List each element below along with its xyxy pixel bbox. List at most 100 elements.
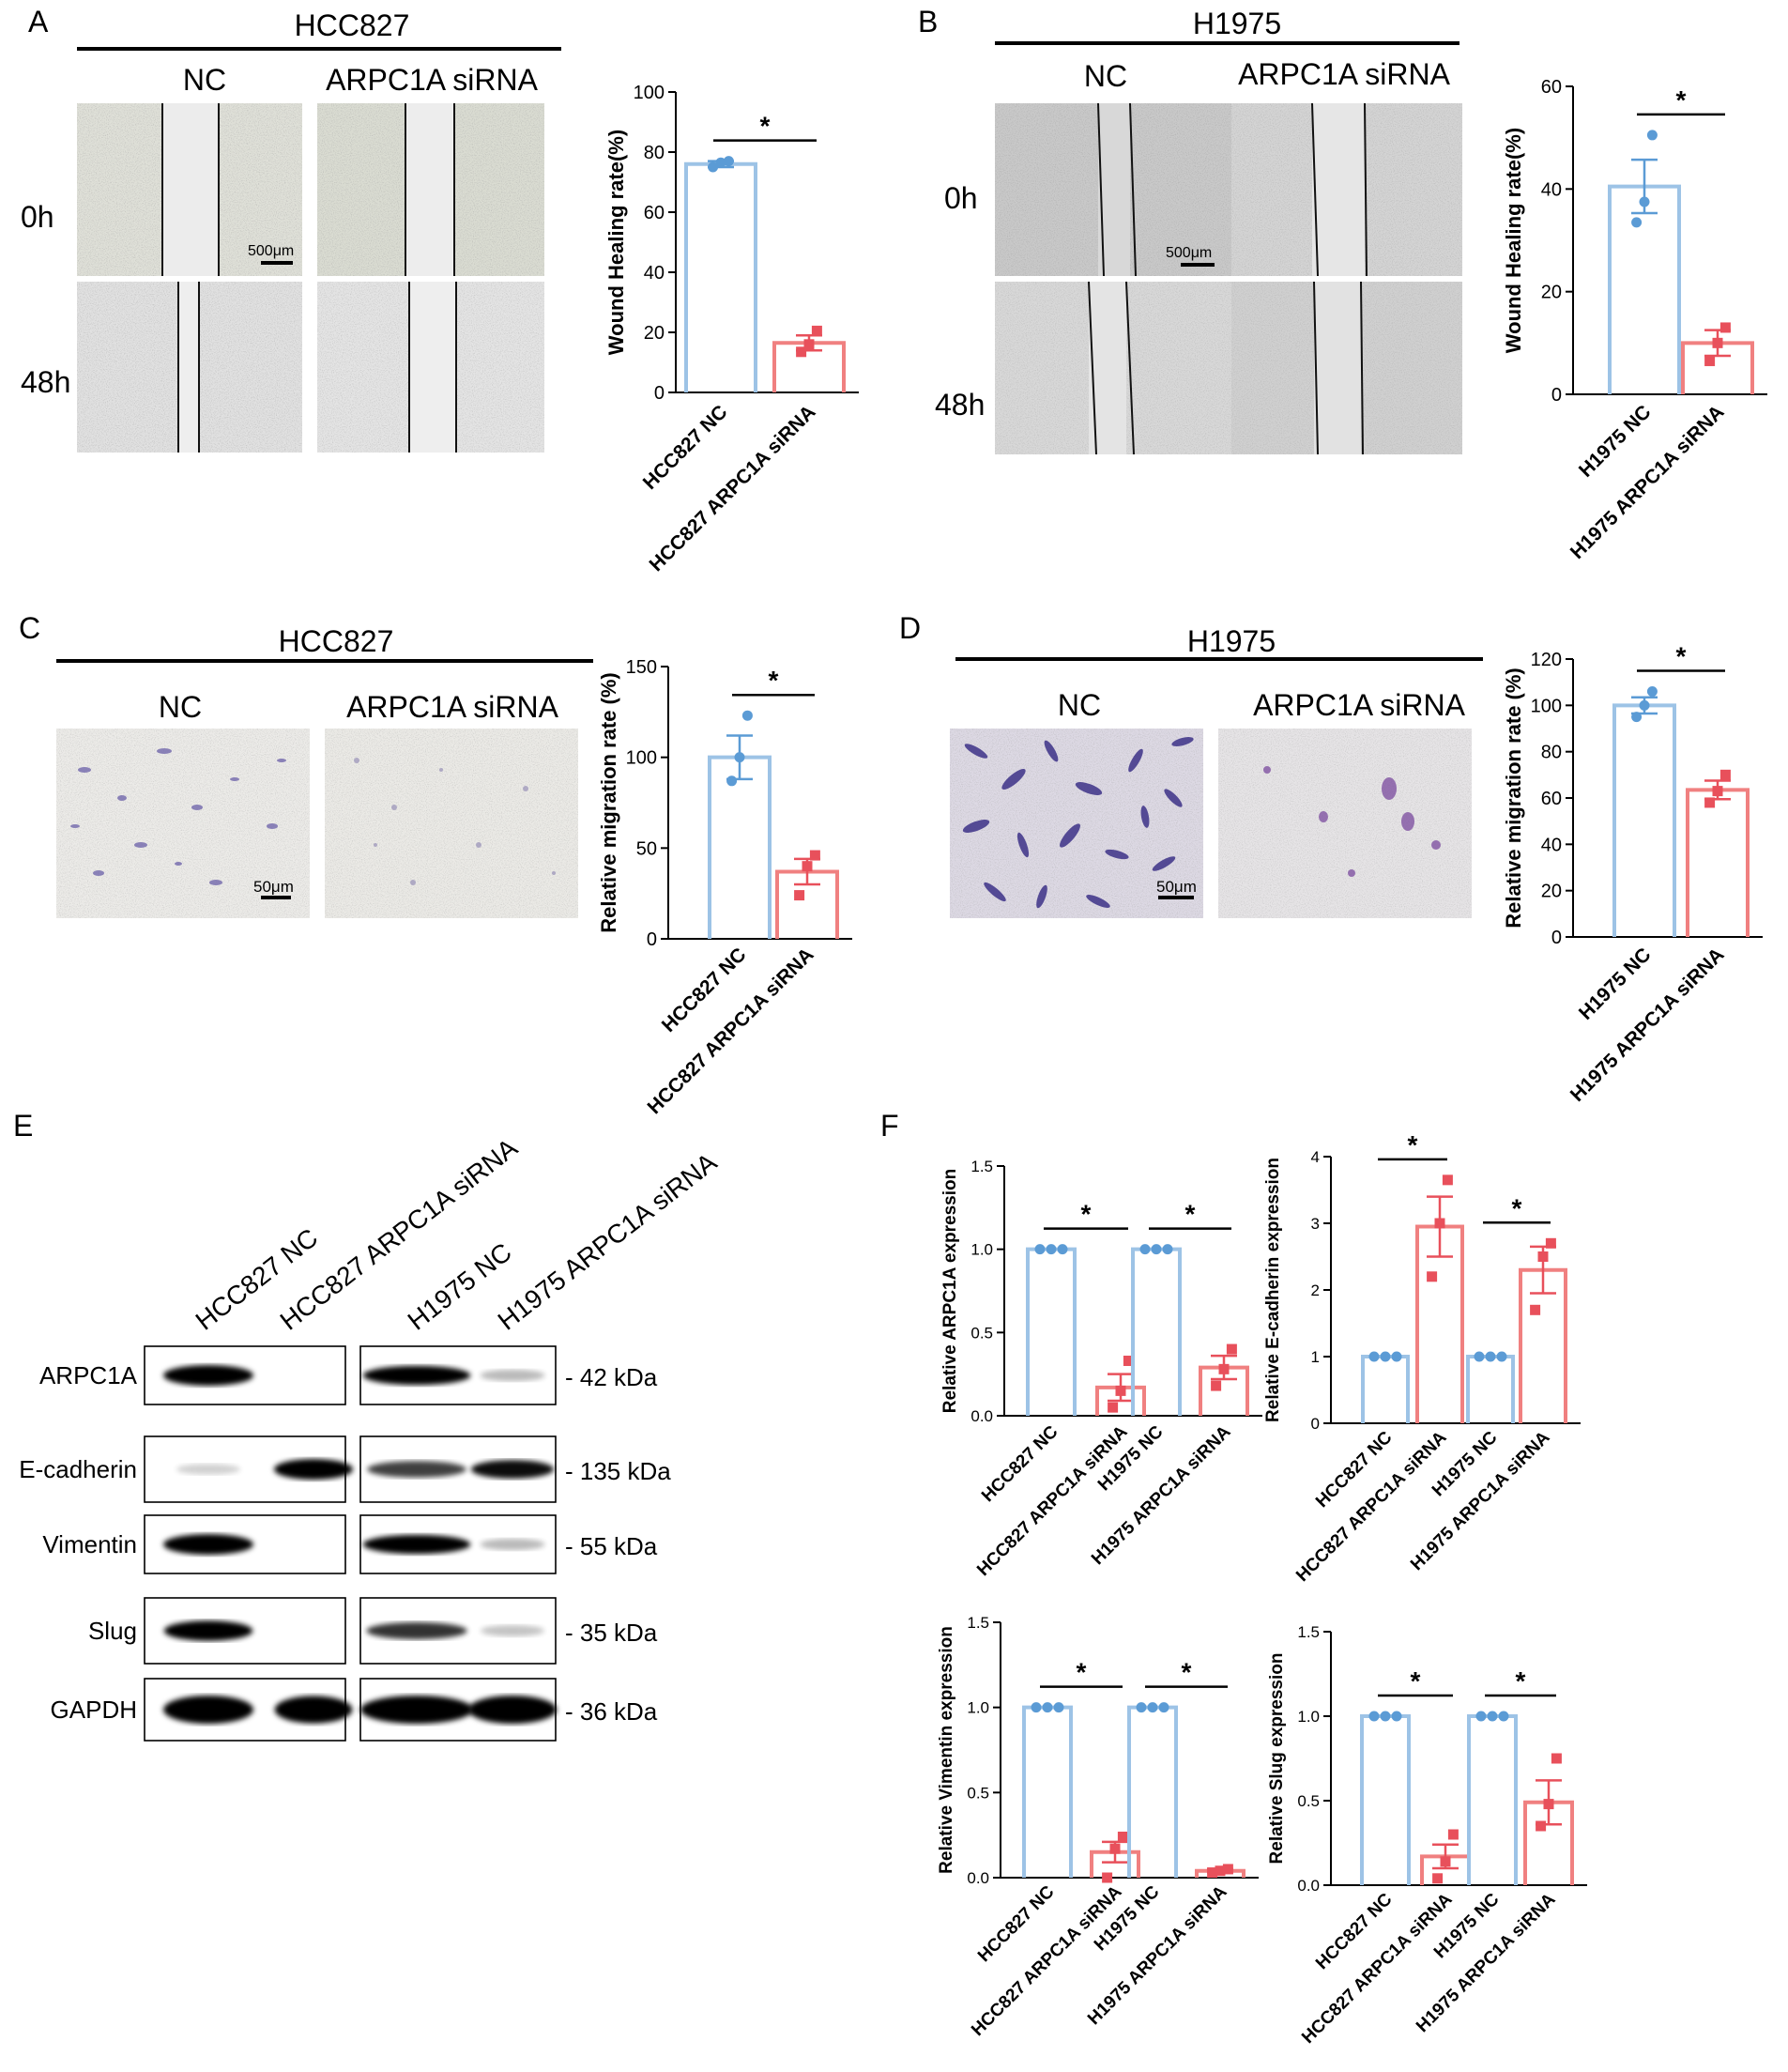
panel-letter-d: D xyxy=(899,611,921,645)
y-axis-label: Relative Vimentin expression xyxy=(937,1626,956,1874)
data-point xyxy=(803,339,815,350)
data-point xyxy=(1474,1351,1485,1362)
data-point xyxy=(1368,1351,1380,1362)
x-tick-label: H1975 NC xyxy=(1575,944,1656,1024)
data-point xyxy=(1712,786,1723,797)
data-point xyxy=(1042,1702,1053,1713)
data-point xyxy=(1530,1304,1541,1315)
data-point xyxy=(1226,1343,1237,1355)
panel-b-label-nc: NC xyxy=(1084,59,1127,93)
y-tick-label: 60 xyxy=(1541,77,1562,98)
y-tick-label: 1.0 xyxy=(970,1241,993,1259)
blot-size-label: - 135 kDa xyxy=(565,1457,671,1485)
wound-image xyxy=(995,281,1231,455)
panel-d-cell-line: H1975 xyxy=(1187,624,1276,658)
data-point xyxy=(1380,1351,1391,1362)
data-point xyxy=(794,890,805,901)
wound-image xyxy=(995,102,1231,277)
blot-band xyxy=(480,1369,545,1382)
panel-c-label-si: ARPC1A siRNA xyxy=(346,690,559,724)
data-point xyxy=(802,861,813,872)
data-point xyxy=(1440,1856,1451,1867)
y-tick-label: 1 xyxy=(1311,1348,1320,1366)
x-tick-label: H1975 ARPC1A siRNA xyxy=(1566,944,1729,1106)
blot-protein-label: Vimentin xyxy=(42,1530,137,1558)
panel-d-label-si: ARPC1A siRNA xyxy=(1253,688,1466,722)
y-tick-label: 0 xyxy=(647,929,657,950)
blot-protein-label: ARPC1A xyxy=(39,1361,138,1389)
data-point xyxy=(1034,1244,1046,1255)
panel-letter-b: B xyxy=(918,5,938,38)
y-tick-label: 0 xyxy=(654,383,665,404)
y-axis-label: Wound Healing rate(%) xyxy=(1502,128,1525,353)
blot-protein-label: GAPDH xyxy=(51,1696,137,1724)
x-tick-label: H1975 NC xyxy=(1575,401,1656,482)
data-point xyxy=(1719,769,1731,780)
y-tick-label: 150 xyxy=(626,657,657,678)
blot-band xyxy=(362,1365,471,1386)
y-tick-label: 20 xyxy=(644,323,665,344)
panel-b-micrographs: H1975 NC ARPC1A siRNA 0h 48h 500μm xyxy=(935,7,1462,455)
panel-c-cell-line: HCC827 xyxy=(279,624,394,658)
data-point xyxy=(708,161,719,173)
panel-letter-f: F xyxy=(880,1109,899,1143)
bar xyxy=(1361,1355,1410,1423)
x-tick-label: HCC827 NC xyxy=(639,401,732,494)
transwell-image xyxy=(950,729,1203,918)
y-tick-label: 0 xyxy=(1311,1415,1320,1433)
panel-a-label-48h: 48h xyxy=(21,365,70,399)
blot-band xyxy=(274,1696,353,1724)
significance-star: * xyxy=(1185,1200,1196,1229)
bar xyxy=(1608,184,1681,394)
data-point xyxy=(1102,1872,1113,1883)
panel-d-scale-bar: 50μm xyxy=(1156,878,1197,896)
blot-band xyxy=(366,1621,467,1640)
blot-protein-label: E-cadherin xyxy=(19,1455,137,1483)
y-tick-label: 1.5 xyxy=(1297,1623,1320,1641)
data-point xyxy=(1719,322,1731,333)
transwell-image xyxy=(1218,729,1472,918)
y-tick-label: 120 xyxy=(1531,650,1562,670)
data-point xyxy=(1475,1711,1487,1722)
data-point xyxy=(1215,1865,1226,1877)
y-axis-label: Relative E-cadherin expression xyxy=(1263,1158,1283,1422)
data-point xyxy=(1139,1244,1151,1255)
y-axis-label: Wound Healing rate(%) xyxy=(604,130,628,355)
data-point xyxy=(1432,1873,1444,1884)
blot-band xyxy=(362,1534,471,1555)
data-point xyxy=(1031,1702,1042,1713)
y-tick-label: 40 xyxy=(1541,179,1562,200)
significance-star: * xyxy=(1516,1666,1526,1696)
y-tick-label: 40 xyxy=(1541,835,1562,855)
data-point xyxy=(1046,1244,1057,1255)
data-point xyxy=(715,157,726,168)
panel-a-label-nc: NC xyxy=(183,63,226,97)
y-tick-label: 60 xyxy=(644,203,665,223)
data-point xyxy=(1109,1843,1121,1854)
wound-image xyxy=(77,282,302,453)
data-point xyxy=(1447,1829,1459,1840)
bar xyxy=(708,755,772,939)
panel-d-label-nc: NC xyxy=(1058,688,1101,722)
y-axis-label: Relative Slug expression xyxy=(1267,1653,1287,1865)
panel-b-scale-bar: 500μm xyxy=(1166,245,1212,261)
data-point xyxy=(741,710,753,721)
bar xyxy=(1467,1714,1518,1885)
data-point xyxy=(1158,1702,1169,1713)
data-point xyxy=(1496,1351,1507,1362)
data-point xyxy=(1434,1218,1445,1229)
panel-a-label-si: ARPC1A siRNA xyxy=(326,63,539,97)
data-point xyxy=(1108,1402,1119,1413)
data-point xyxy=(726,775,738,787)
panel-b-label-48h: 48h xyxy=(935,388,985,422)
data-point xyxy=(1117,1831,1128,1842)
blot-size-label: - 42 kDa xyxy=(565,1363,658,1391)
data-point xyxy=(1162,1244,1173,1255)
y-tick-label: 1.5 xyxy=(970,1158,993,1175)
data-point xyxy=(1639,196,1650,207)
data-point xyxy=(1136,1702,1147,1713)
y-tick-label: 3 xyxy=(1311,1215,1320,1233)
y-tick-label: 1.0 xyxy=(1297,1708,1320,1726)
blot-band xyxy=(163,1534,253,1555)
